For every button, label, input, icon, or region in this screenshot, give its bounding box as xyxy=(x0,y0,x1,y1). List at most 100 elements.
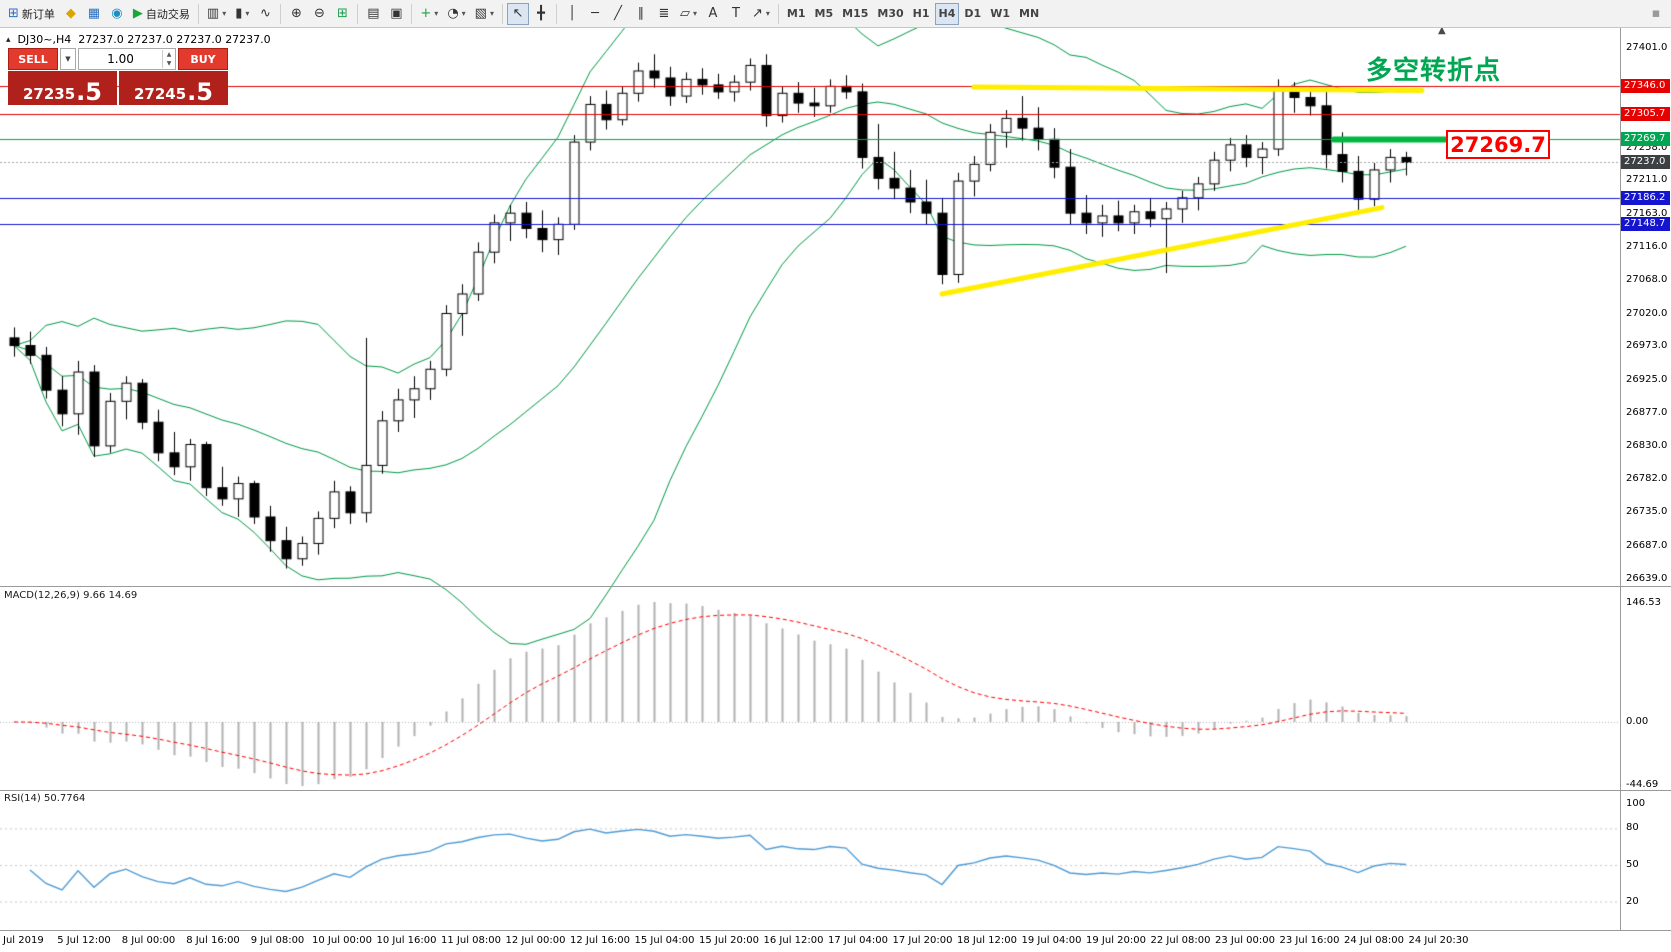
timeframe-m30-button[interactable]: M30 xyxy=(873,3,907,25)
toolbar-separator xyxy=(357,3,359,24)
turning-point-annotation[interactable]: 多空转折点 xyxy=(1366,56,1502,86)
candlestick-chart-icon: ▮ xyxy=(235,6,243,21)
rsi-scale-label: 50 xyxy=(1626,859,1639,870)
sell-price-main: 27235 xyxy=(22,84,76,103)
trendline-button[interactable]: ╱ xyxy=(607,3,629,25)
time-axis-label: 18 Jul 12:00 xyxy=(957,935,1017,946)
sell-price-button[interactable]: 27235 .5 xyxy=(8,71,117,105)
level-price-badge: 27346.0 xyxy=(1621,79,1670,94)
panel-collapse-icon[interactable]: ▼ xyxy=(60,48,76,70)
label-button[interactable]: T xyxy=(725,3,747,25)
timeframe-m1-button[interactable]: M1 xyxy=(783,3,810,25)
symbol-info: ▴ DJ30~,H4 27237.0 27237.0 27237.0 27237… xyxy=(6,33,271,46)
zoom-in-button[interactable]: ⊕ xyxy=(285,3,307,25)
horizontal-line-button[interactable]: ─ xyxy=(584,3,606,25)
panel-separator-rsi[interactable] xyxy=(0,790,1671,791)
zoom-out-button[interactable]: ⊖ xyxy=(308,3,330,25)
time-axis-label: 15 Jul 20:00 xyxy=(699,935,759,946)
crosshair-button[interactable]: ╋ xyxy=(530,3,552,25)
vertical-line-button[interactable]: │ xyxy=(561,3,583,25)
profiles-icon[interactable]: ◆ xyxy=(60,3,82,25)
arrows-button[interactable]: ↗ ▾ xyxy=(748,3,774,25)
timeframe-m5-button[interactable]: M5 xyxy=(811,3,838,25)
timeframe-h4-button[interactable]: H4 xyxy=(934,2,960,25)
time-axis-label: 22 Jul 08:00 xyxy=(1150,935,1211,946)
indicators-icon: + xyxy=(420,6,432,21)
indicators-button[interactable]: + ▾ xyxy=(416,3,442,25)
cursor-button[interactable]: ↖ xyxy=(506,2,529,25)
timeframe-w1-button[interactable]: W1 xyxy=(986,3,1014,25)
buy-price-button[interactable]: 27245 .5 xyxy=(119,71,228,105)
bars-chart-button[interactable]: ▥ ▾ xyxy=(203,3,230,25)
price-axis-label: 26782.0 xyxy=(1626,473,1668,485)
time-axis-label: 17 Jul 04:00 xyxy=(828,935,888,946)
level-price-badge: 27186.2 xyxy=(1621,190,1670,205)
autotrading-button-label: 自动交易 xyxy=(145,7,190,21)
shapes-button[interactable]: ▱ ▾ xyxy=(676,3,701,25)
text-button[interactable]: A xyxy=(702,3,724,25)
time-axis-label: Jul 2019 xyxy=(3,935,44,946)
toolbar-separator xyxy=(777,3,779,24)
arrange-windows-icon: ▣ xyxy=(390,6,403,21)
rsi-scale-label: 100 xyxy=(1626,798,1646,809)
sell-button[interactable]: SELL xyxy=(8,48,58,70)
cascade-windows-button[interactable]: ▤ xyxy=(362,3,384,25)
fibonacci-button[interactable]: ≣ xyxy=(653,3,675,25)
price-axis-label: 26735.0 xyxy=(1626,506,1668,518)
toolbar-customize-icon[interactable]: ▪ xyxy=(1645,3,1667,25)
volume-stepper[interactable]: ▲ ▼ xyxy=(162,50,175,68)
new-order-button[interactable]: ⊞ 新订单 xyxy=(4,3,59,25)
time-axis-label: 10 Jul 00:00 xyxy=(312,935,372,946)
volume-up-icon[interactable]: ▲ xyxy=(166,51,172,58)
price-axis-label: 27116.0 xyxy=(1626,240,1668,252)
time-axis-label: 23 Jul 16:00 xyxy=(1279,935,1340,946)
dropdown-arrow-icon: ▾ xyxy=(765,9,770,18)
time-axis-label: 12 Jul 16:00 xyxy=(570,935,630,946)
volume-field[interactable]: 1.00 ▲ ▼ xyxy=(78,48,176,70)
price-level-box[interactable]: 27269.7 xyxy=(1446,130,1550,159)
current-price-badge: 27237.0 xyxy=(1621,155,1670,170)
price-axis-label: 27258.0 xyxy=(1626,141,1668,153)
line-chart-button[interactable]: ∿ xyxy=(254,3,276,25)
symbol-name: DJ30~,H4 xyxy=(17,33,72,46)
price-axis-border[interactable] xyxy=(1620,28,1621,930)
templates-button[interactable]: ▧ ▾ xyxy=(471,3,498,25)
autotrading-button[interactable]: ▶ 自动交易 xyxy=(129,3,194,25)
macd-label: MACD(12,26,9) 9.66 14.69 xyxy=(4,590,137,601)
timeframe-d1-button-label: D1 xyxy=(964,7,982,20)
price-axis-label: 27163.0 xyxy=(1626,207,1668,219)
rsi-name: RSI(14) xyxy=(4,793,41,804)
price-axis-label: 27401.0 xyxy=(1626,42,1668,53)
new-order-button-label: 新订单 xyxy=(21,7,55,21)
navigator-icon[interactable]: ◉ xyxy=(106,3,128,25)
time-axis-label: 8 Jul 16:00 xyxy=(186,935,240,946)
chart-shift-marker-icon[interactable]: ▲ xyxy=(1438,25,1446,36)
timeframe-m15-button[interactable]: M15 xyxy=(838,3,872,25)
arrange-windows-button[interactable]: ▣ xyxy=(385,3,407,25)
macd-scale-zero: 0.00 xyxy=(1626,715,1649,727)
market-watch-icon-icon: ▦ xyxy=(87,6,101,21)
buy-button[interactable]: BUY xyxy=(178,48,228,70)
periods-button[interactable]: ◔ ▾ xyxy=(443,3,469,25)
channel-button[interactable]: ∥ xyxy=(630,3,652,25)
timeframe-mn-button[interactable]: MN xyxy=(1015,3,1043,25)
time-axis-label: 9 Jul 08:00 xyxy=(250,935,305,946)
timeframe-h1-button-label: H1 xyxy=(912,7,930,20)
tile-windows-button[interactable]: ⊞ xyxy=(331,3,353,25)
time-axis-label: 12 Jul 00:00 xyxy=(505,935,566,946)
market-watch-icon[interactable]: ▦ xyxy=(83,3,105,25)
timeframe-d1-button[interactable]: D1 xyxy=(960,3,985,25)
time-axis-label: 10 Jul 16:00 xyxy=(376,935,437,946)
cascade-windows-icon: ▤ xyxy=(367,6,380,21)
timeframe-h1-button[interactable]: H1 xyxy=(909,3,934,25)
macd-values: 9.66 14.69 xyxy=(83,590,138,601)
macd-name: MACD(12,26,9) xyxy=(4,590,80,601)
level-price-badge: 27148.7 xyxy=(1621,216,1670,231)
volume-value[interactable]: 1.00 xyxy=(107,52,134,66)
volume-down-icon[interactable]: ▼ xyxy=(166,60,172,67)
toolbar-customize-icon-icon: ▪ xyxy=(1651,6,1661,21)
sell-price-pips: .5 xyxy=(76,77,102,106)
panel-separator-macd[interactable] xyxy=(0,586,1671,587)
candlestick-chart-button[interactable]: ▮ ▾ xyxy=(231,3,253,25)
